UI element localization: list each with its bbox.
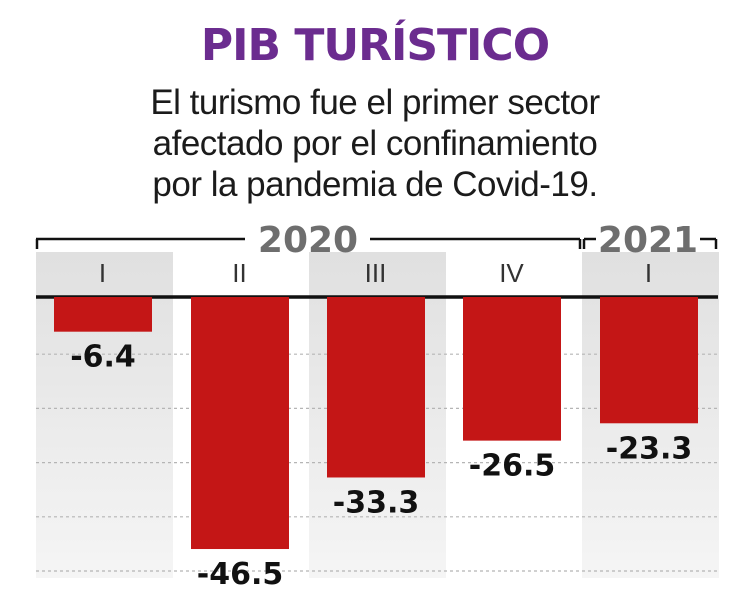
chart-title: PIB TURÍSTICO: [200, 20, 550, 71]
chart-subtitle: El turismo fue el primer sector afectado…: [0, 82, 750, 205]
subtitle-line-1: El turismo fue el primer sector: [150, 83, 600, 122]
data-label: -33.3: [333, 485, 419, 520]
bar: [463, 297, 561, 441]
subtitle-line-3: por la pandemia de Covid-19.: [152, 165, 598, 204]
bar: [600, 297, 698, 424]
bar: [191, 297, 289, 550]
data-label: -6.4: [70, 340, 136, 375]
data-label: -46.5: [197, 557, 283, 592]
quarter-label: IV: [499, 258, 524, 288]
year-label: 2020: [258, 220, 358, 261]
data-label: -26.5: [469, 449, 555, 484]
year-label: 2021: [598, 220, 698, 261]
subtitle-line-2: afectado por el confinamiento: [152, 124, 598, 163]
quarter-label: I: [99, 258, 106, 288]
quarter-label: I: [645, 258, 652, 288]
bar: [327, 297, 425, 478]
data-label: -23.3: [606, 431, 692, 466]
quarter-label: III: [365, 258, 387, 288]
bar: [54, 297, 152, 332]
quarter-label: II: [232, 258, 246, 288]
